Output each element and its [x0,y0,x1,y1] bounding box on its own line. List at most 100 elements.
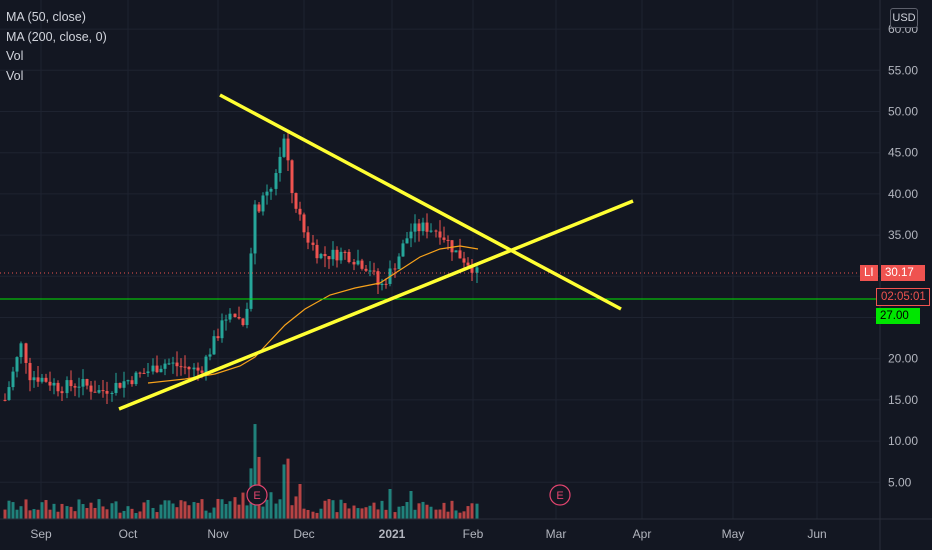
candle-body [261,195,265,212]
candle-body [347,251,351,263]
volume-bar [32,509,36,519]
earnings-marker-2[interactable]: E [549,484,571,506]
volume-bar [360,508,364,519]
candle-body [65,380,69,394]
candle-body [368,270,372,272]
volume-bar [3,509,7,519]
earnings-marker-1[interactable]: E [246,484,268,506]
candle-body [224,319,228,321]
volume-bar [146,499,150,519]
candle-body [249,253,253,309]
candle-body [237,316,241,319]
candle-body [40,377,44,382]
candle-body [438,231,442,238]
volume-bar [245,505,249,519]
volume-bar [130,508,134,519]
candle-body [323,254,327,257]
volume-bar [339,499,343,519]
volume-bar [241,492,245,519]
candle-body [417,223,421,232]
candle-body [7,387,11,401]
candle-body [331,249,335,260]
candle-body [241,318,245,325]
volume-bar [475,503,479,519]
candle-body [429,230,433,232]
volume-bar [73,511,77,519]
volume-bar [142,502,146,519]
candle-body [425,222,429,232]
volume-bar [261,506,265,519]
candle-body [122,381,126,388]
volume-bar [290,505,294,519]
volume-bar [233,497,237,519]
price-tick-label: 45.00 [888,146,918,160]
candle-body [126,380,130,382]
volume-bar [466,506,470,519]
volume-bar [97,499,101,519]
volume-bar [24,499,28,519]
volume-bar [101,506,105,519]
volume-bar [7,500,11,519]
price-tick-label: 20.00 [888,352,918,366]
currency-button[interactable]: USD [890,8,918,28]
volume-bar [110,503,114,519]
candle-body [81,379,85,387]
candle-body [36,377,40,382]
volume-bar [11,502,15,519]
volume-bar [196,502,200,519]
price-tick-label: 5.00 [888,475,912,489]
volume-bar [372,502,376,519]
candle-body [311,242,315,245]
volume-bar [19,506,23,519]
volume-bar [294,496,298,519]
volume-bar [368,505,372,519]
candle-body [352,262,356,265]
support-price-tag: 27.00 [876,308,920,324]
candle-body [245,308,249,325]
volume-bar [282,464,286,519]
candle-body [163,363,167,369]
candle-body [233,313,237,317]
volume-bar [323,500,327,519]
candle-body [85,379,89,386]
candle-body [11,371,15,388]
candle-body [421,222,425,232]
legend-vol[interactable]: Vol [6,49,24,63]
legend-ma200[interactable]: MA (200, close, 0) [6,29,107,44]
volume-bar [228,501,232,519]
candle-body [380,283,384,286]
legend-vol[interactable]: Vol [6,68,24,83]
candle-body [204,356,208,373]
volume-bar [36,509,40,519]
candle-body [151,365,155,372]
candle-body [405,238,409,244]
candle-body [196,367,200,371]
candle-body [93,391,97,393]
candle-body [146,371,150,373]
candle-body [401,243,405,257]
time-tick-label: Oct [119,527,138,541]
legend-ma50[interactable]: MA (50, close) [6,10,86,24]
candle-body [130,380,134,385]
volume-bar [216,498,220,519]
candle-body [167,363,171,365]
candle-body [155,365,159,373]
volume-bar [306,509,310,519]
candle-body [462,258,466,263]
volume-bar [413,509,417,519]
volume-bar [446,511,450,519]
price-axis[interactable]: 5.0010.0015.0020.0025.0030.0035.0040.004… [888,22,918,489]
volume-bar [462,511,466,519]
candle-body [384,283,388,285]
candle-body [216,336,220,339]
volume-bar [286,458,290,519]
candle-body [409,231,413,239]
time-tick-label: Jun [807,527,826,541]
volume-bar [401,506,405,519]
volume-bar [274,503,278,519]
time-tick-label: May [722,527,745,541]
time-axis[interactable]: Sep Oct Nov Dec 2021 Feb Mar Apr May Jun [30,527,826,541]
grid-lines [0,0,880,519]
candle-body [118,382,122,388]
